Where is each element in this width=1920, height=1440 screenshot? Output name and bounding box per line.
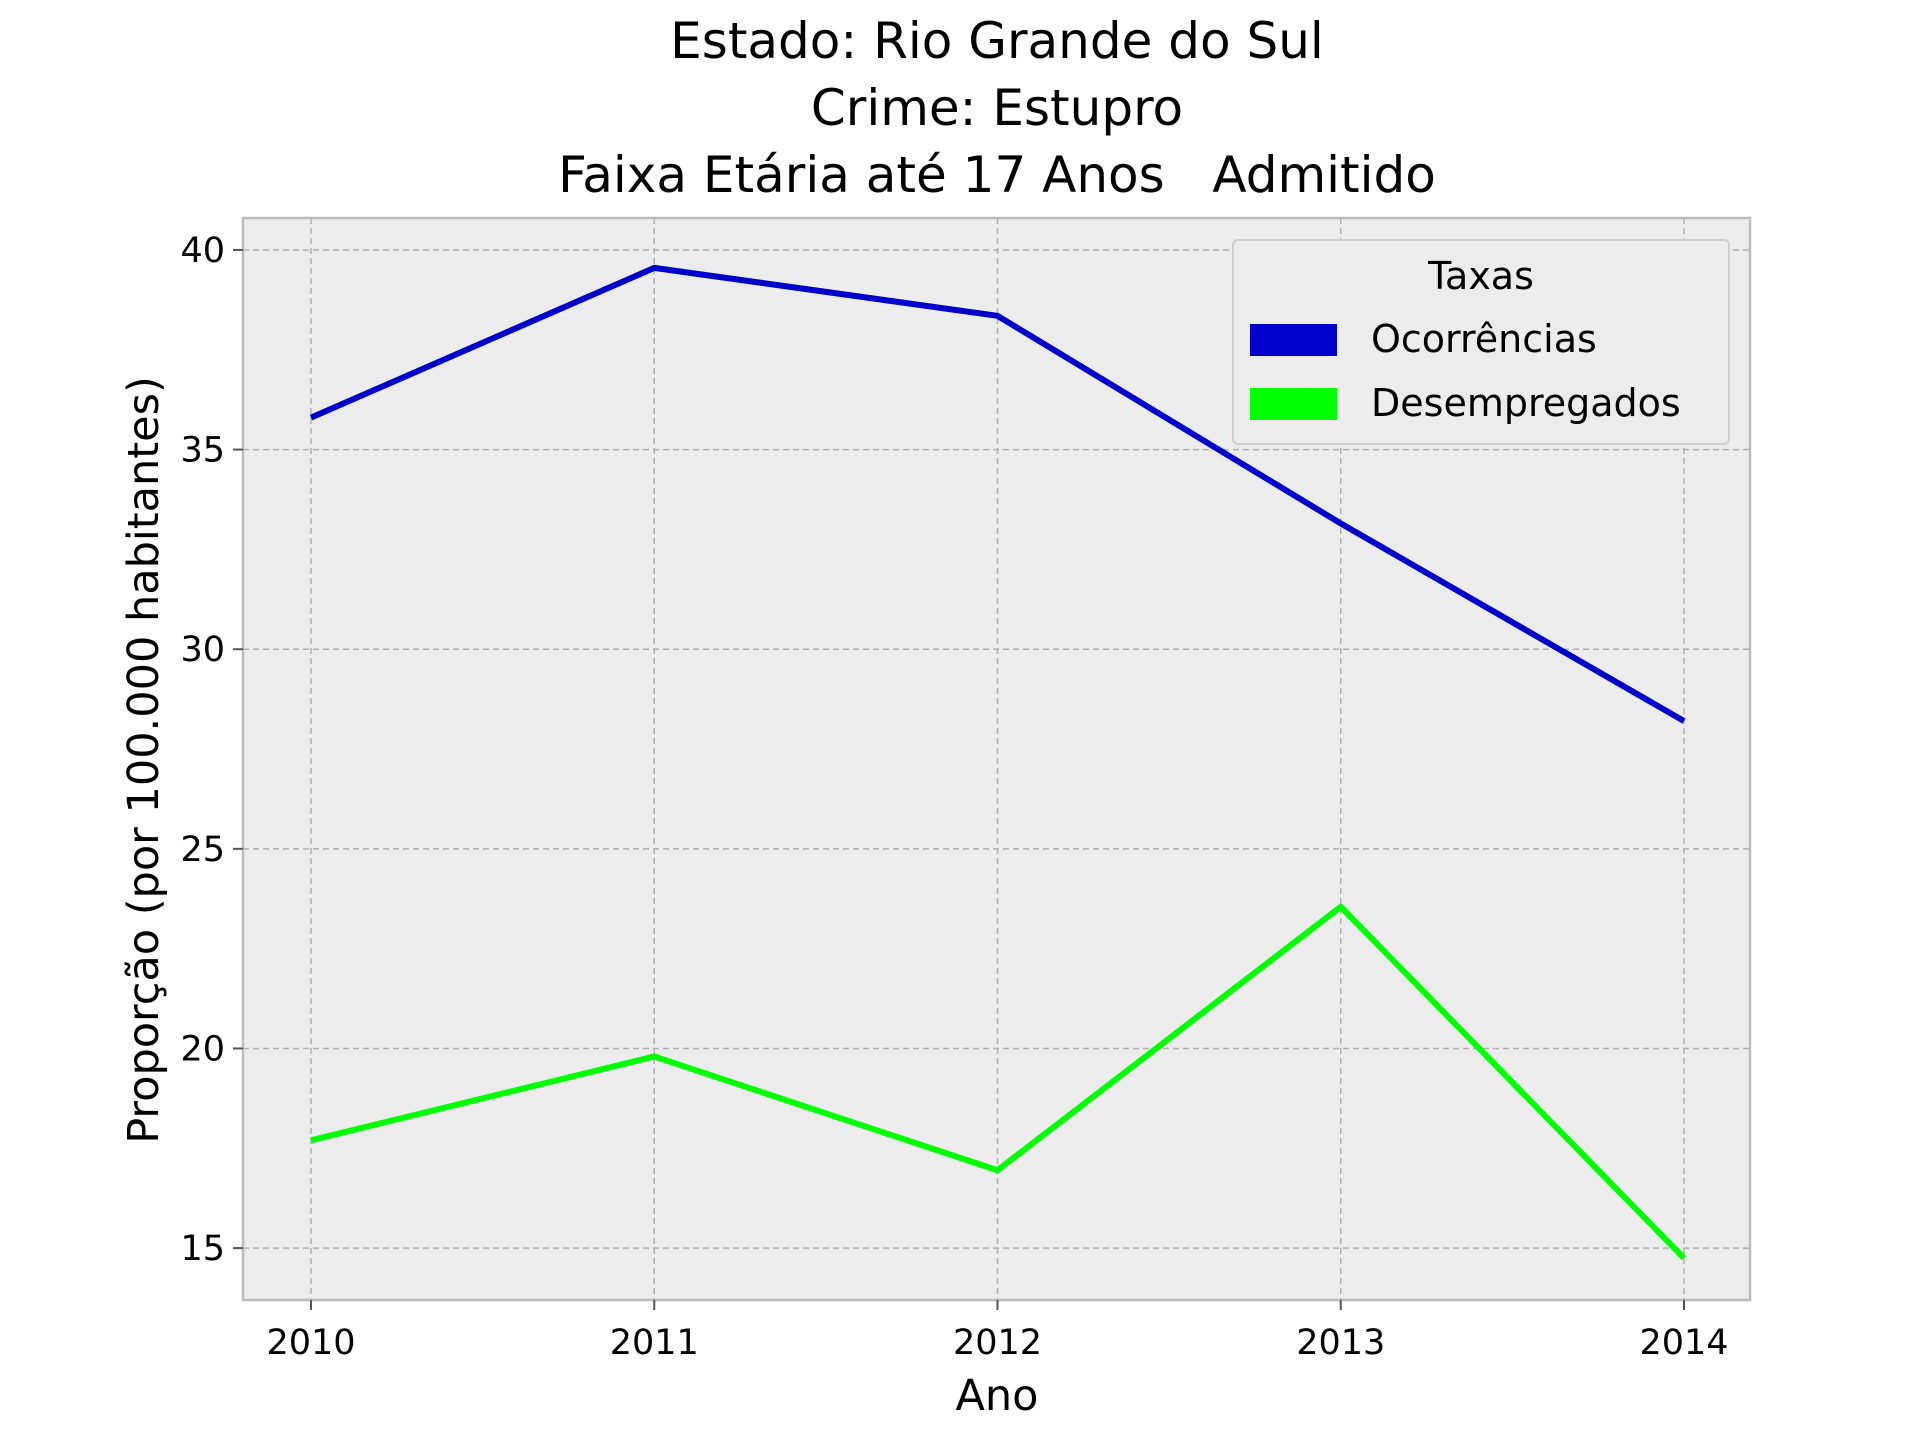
ticks-layer: 2010 2011 2012 2013 2014 15 20 25 30 35 40 <box>180 231 1728 1363</box>
y-tick-label: 20 <box>180 1029 225 1069</box>
legend-title: Taxas <box>1427 254 1534 298</box>
legend-swatch-desempregados <box>1250 388 1337 420</box>
chart-title-line-1: Estado: Rio Grande do Sul <box>670 12 1324 70</box>
y-tick-label: 40 <box>180 231 225 271</box>
legend-label-desempregados: Desempregados <box>1371 381 1681 425</box>
grid-layer <box>243 218 1750 1300</box>
y-axis-label: Proporção (por 100.000 habitantes) <box>119 376 169 1144</box>
y-tick-label: 15 <box>180 1229 225 1269</box>
legend-box <box>1232 239 1730 445</box>
legend-swatch-ocorrencias <box>1250 324 1337 356</box>
x-axis-label: Ano <box>956 1371 1039 1421</box>
x-tick-label: 2012 <box>953 1323 1042 1363</box>
x-tick-label: 2013 <box>1296 1323 1385 1363</box>
y-tick-label: 35 <box>180 431 225 471</box>
chart-title-line-3: Faixa Etária até 17 Anos Admitido <box>558 146 1436 204</box>
legend: Taxas Ocorrências Desempregados <box>1232 239 1730 445</box>
y-tick-label: 30 <box>180 630 225 670</box>
legend-label-ocorrencias: Ocorrências <box>1371 317 1597 361</box>
x-tick-label: 2010 <box>266 1323 355 1363</box>
series-layer <box>309 264 1687 1261</box>
x-tick-label: 2014 <box>1639 1323 1728 1363</box>
chart-title-line-2: Crime: Estupro <box>811 79 1183 137</box>
x-tick-label: 2011 <box>610 1323 699 1363</box>
y-tick-label: 25 <box>180 830 225 870</box>
